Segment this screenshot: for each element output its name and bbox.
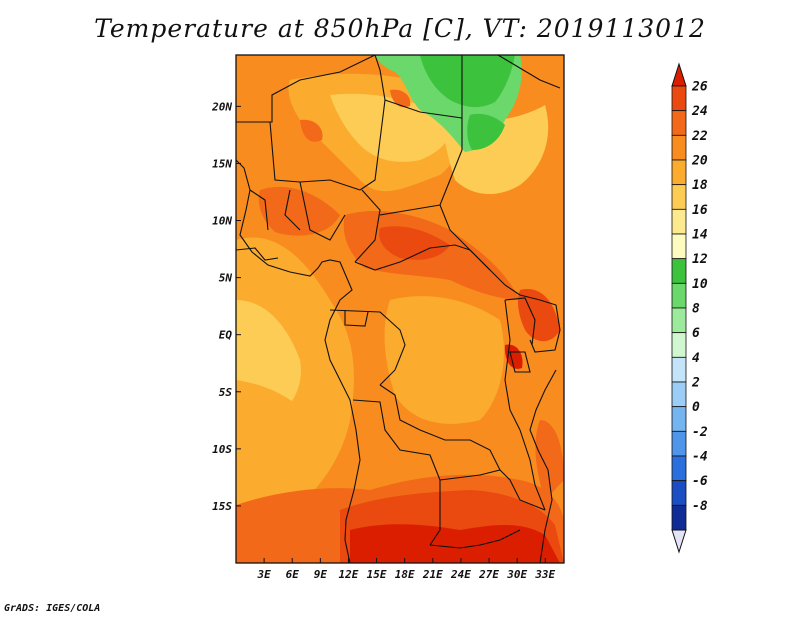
x-tick-label: 21E: [422, 568, 443, 581]
x-tick-label: 9E: [314, 568, 328, 581]
colorbar-label: 14: [692, 228, 708, 243]
colorbar-swatch: [671, 85, 687, 112]
colorbar-label: 26: [691, 80, 708, 95]
x-tick-label: 33E: [534, 568, 555, 581]
colorbar-swatch: [671, 332, 687, 358]
colorbar-label: 22: [691, 129, 708, 144]
y-tick-label: EQ: [219, 329, 233, 342]
colorbar-label: 16: [692, 203, 708, 218]
colorbar-label: 8: [692, 302, 700, 317]
x-tick-label: 12E: [339, 568, 359, 581]
x-tick-label: 6E: [286, 568, 300, 581]
grads-credit: GrADS: IGES/COLA: [4, 603, 101, 614]
y-tick-label: 10S: [212, 443, 232, 456]
colorbar-swatch: [671, 134, 687, 161]
y-tick-label: 10N: [212, 215, 232, 228]
x-tick-label: 15E: [367, 568, 387, 581]
country-borders: [236, 55, 561, 563]
temperature-field: [236, 55, 564, 563]
colorbar-swatch: [671, 233, 687, 260]
colorbar-label: 12: [692, 252, 708, 267]
x-tick-label: 30E: [506, 568, 527, 581]
x-tick-label: 27E: [478, 568, 499, 581]
colorbar-swatch: [671, 504, 687, 531]
colorbar-swatch: [671, 258, 687, 284]
colorbar-label: 24: [691, 104, 708, 119]
colorbar-swatch: [671, 159, 687, 186]
colorbar-label: 10: [692, 277, 708, 292]
colorbar-swatch: [671, 381, 687, 408]
colorbar-label: -4: [692, 450, 708, 465]
y-tick-label: 20N: [211, 100, 232, 113]
colorbar-label: -6: [692, 474, 708, 489]
colorbar-swatch: [671, 455, 687, 482]
x-axis: 3E 6E 9E 12E 15E 18E 21E 24E 27E 30E 33E: [256, 558, 556, 581]
colorbar-label: -8: [692, 499, 708, 514]
colorbar-top-cap: [671, 62, 687, 87]
y-tick-label: 5N: [219, 272, 233, 285]
colorbar-swatch: [671, 406, 687, 432]
colorbar-label: 20: [691, 154, 708, 169]
colorbar-swatch: [671, 356, 687, 383]
y-tick-label: 15S: [212, 500, 232, 513]
colorbar-bottom-cap: [671, 529, 687, 554]
colorbar-label: 2: [691, 376, 700, 391]
colorbar-swatch: [671, 110, 687, 136]
y-tick-label: 5S: [219, 386, 233, 399]
colorbar-swatch: [671, 208, 687, 235]
colorbar-swatch: [671, 480, 687, 506]
x-tick-label: 18E: [395, 568, 415, 581]
map-title: Temperature at 850hPa [C], VT: 201911301…: [94, 14, 706, 43]
colorbar-label: -2: [692, 425, 708, 440]
colorbar-swatch: [671, 430, 687, 457]
x-tick-label: 3E: [256, 568, 271, 581]
colorbar-swatch: [671, 307, 687, 334]
map-frame: [235, 54, 565, 564]
colorbar-label: 4: [692, 351, 700, 366]
colorbar-label: 6: [692, 326, 700, 341]
x-tick-label: 24E: [450, 568, 471, 581]
colorbar-label: 18: [692, 178, 708, 193]
y-tick-label: 15N: [212, 157, 232, 170]
y-axis: 20N 15N 10N 5N EQ 5S 10S 15S: [211, 100, 241, 513]
colorbar-label: 0: [692, 400, 700, 415]
colorbar-swatch: [671, 184, 687, 210]
colorbar-swatch: [671, 282, 687, 309]
